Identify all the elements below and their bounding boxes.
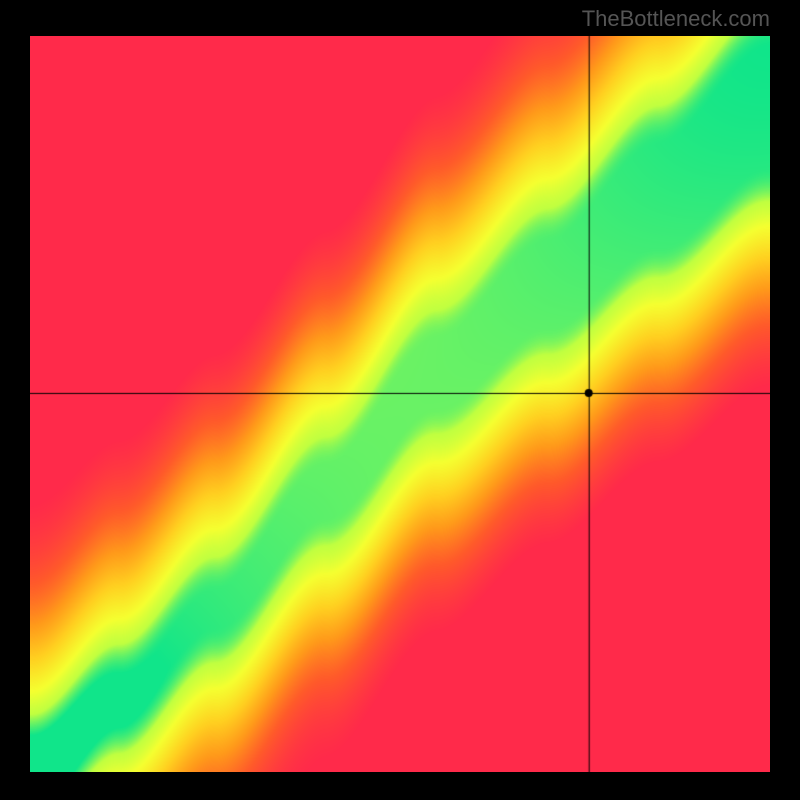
chart-container: TheBottleneck.com <box>0 0 800 800</box>
watermark-text: TheBottleneck.com <box>582 6 770 32</box>
bottleneck-heatmap <box>30 36 770 772</box>
